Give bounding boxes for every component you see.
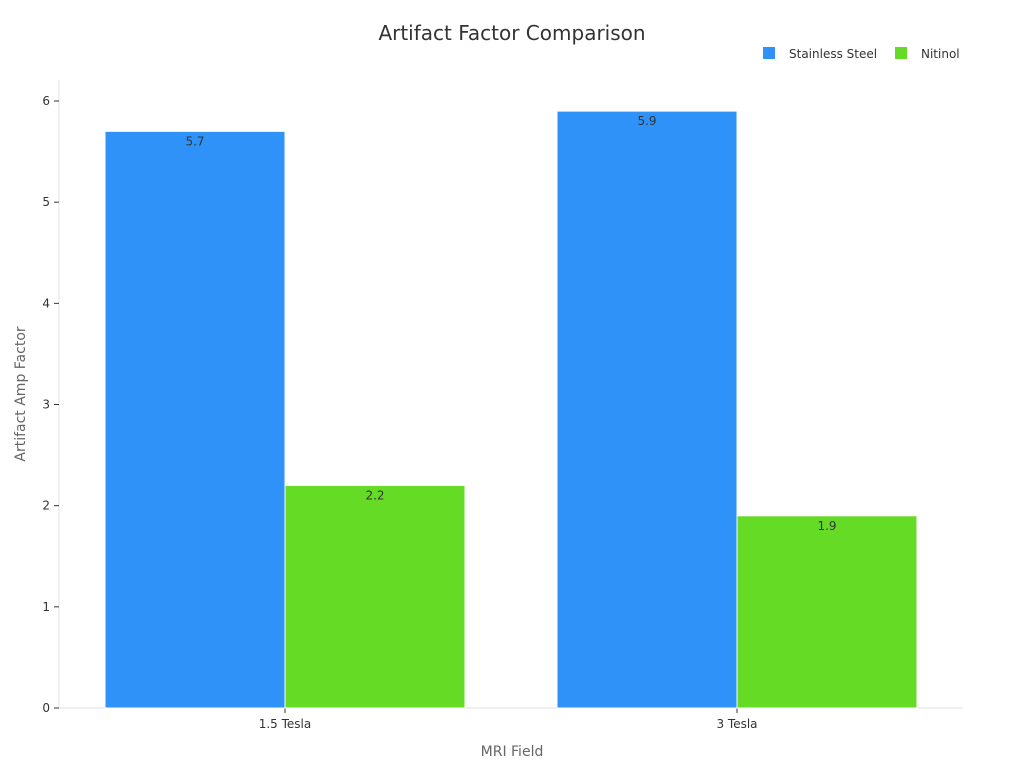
data-label: 5.9 (637, 114, 656, 128)
legend-label: Stainless Steel (789, 47, 877, 61)
data-label: 1.9 (817, 519, 836, 533)
x-axis-label: MRI Field (481, 744, 544, 760)
y-tick-label: 1 (42, 600, 50, 614)
y-tick-label: 4 (42, 296, 50, 310)
legend: Stainless Steel Nitinol (763, 47, 960, 61)
y-axis-label: Artifact Amp Factor (13, 326, 29, 462)
plot-area: 0 1 2 3 4 5 6 1.5 Tesla 3 Tesla 5.7 5.9 2.2 1.9 (42, 80, 963, 731)
chart-title: Artifact Factor Comparison (378, 21, 645, 45)
y-tick-label: 0 (42, 701, 50, 715)
bar (284, 484, 466, 709)
y-axis: 0 1 2 3 4 5 6 (42, 80, 60, 715)
bars (104, 110, 918, 709)
data-label: 5.7 (185, 134, 204, 148)
legend-item: Nitinol (895, 47, 960, 61)
bar (736, 515, 918, 709)
data-labels: 5.7 5.9 2.2 1.9 (185, 114, 836, 533)
x-tick-label: 3 Tesla (716, 717, 757, 731)
legend-item: Stainless Steel (763, 47, 877, 61)
y-tick-label: 3 (42, 398, 50, 412)
y-tick-label: 5 (42, 195, 50, 209)
bar (556, 110, 738, 709)
x-tick-label: 1.5 Tesla (259, 717, 312, 731)
bar (104, 130, 286, 709)
legend-label: Nitinol (921, 47, 960, 61)
y-tick-label: 6 (42, 94, 50, 108)
legend-swatch (763, 47, 775, 59)
data-label: 2.2 (365, 488, 384, 502)
y-tick-label: 2 (42, 499, 50, 513)
legend-swatch (895, 47, 907, 59)
x-axis: 1.5 Tesla 3 Tesla (59, 707, 963, 731)
